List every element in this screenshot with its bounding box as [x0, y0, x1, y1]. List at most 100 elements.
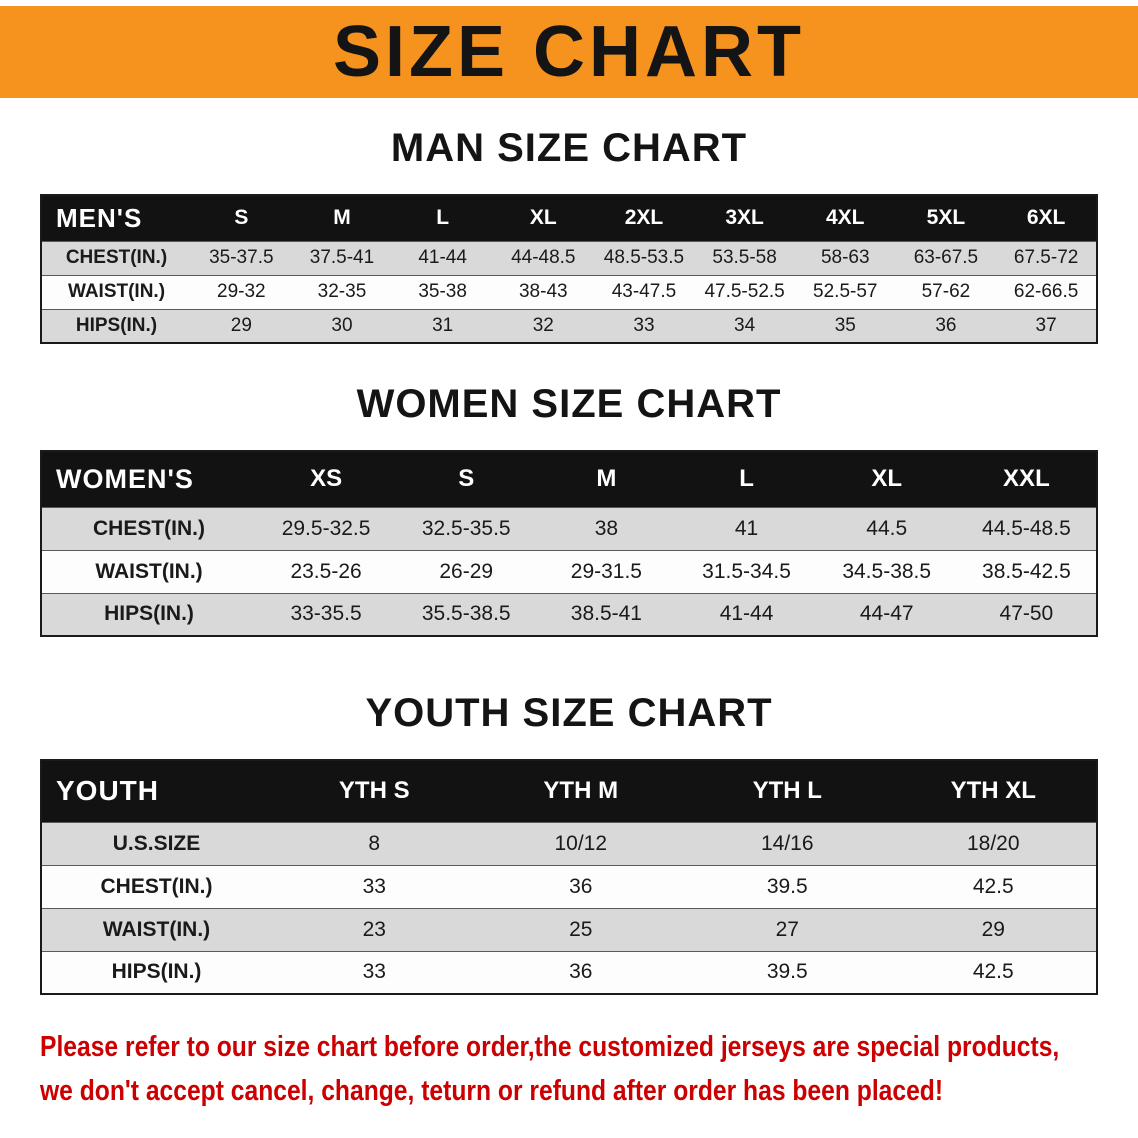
table-row: CHEST(IN.) 29.5-32.5 32.5-35.5 38 41 44.5 44.5… [41, 506, 1097, 550]
size-value-cell: 41-44 [676, 592, 817, 636]
size-value-cell: 29-31.5 [536, 549, 677, 593]
disclaimer: Please refer to our size chart before or… [40, 1025, 1138, 1113]
table-row: WAIST(IN.) 23 25 27 29 [41, 907, 1097, 951]
measurement-label-cell: CHEST(IN.) [41, 240, 191, 275]
size-value-cell: 38.5-42.5 [956, 549, 1097, 593]
table-row: WAIST(IN.) 23.5-26 26-29 29-31.5 31.5-34.5 34… [41, 549, 1097, 593]
table-title-cell: WOMEN'S [41, 451, 256, 507]
disclaimer-line: Please refer to our size chart before or… [40, 1031, 1060, 1063]
size-column-header: M [536, 451, 677, 507]
table-row: U.S.SIZE 8 10/12 14/16 18/20 [41, 821, 1097, 865]
size-value-cell: 36 [477, 950, 684, 994]
size-value-cell: 32-35 [291, 274, 393, 309]
table-header-row: YOUTH YTH S YTH M YTH L YTH XL [41, 760, 1097, 822]
women-size-table: WOMEN'S XS S M L XL XXL CHEST(IN.) 29.5-32.5 32.5… [40, 450, 1098, 637]
table-title-cell: YOUTH [41, 760, 271, 822]
size-value-cell: 48.5-53.5 [593, 240, 695, 275]
size-value-cell: 39.5 [684, 864, 891, 908]
section-men: MAN SIZE CHART MEN'S S M L XL 2XL 3XL 4XL 5XL 6XL… [0, 124, 1138, 344]
size-value-cell: 52.5-57 [794, 274, 896, 309]
size-value-cell: 33 [271, 864, 478, 908]
size-value-cell: 33 [271, 950, 478, 994]
size-value-cell: 42.5 [890, 950, 1097, 994]
size-value-cell: 36 [477, 864, 684, 908]
size-value-cell: 58-63 [794, 240, 896, 275]
section-heading-youth: YOUTH SIZE CHART [365, 691, 773, 735]
size-value-cell: 32 [492, 308, 594, 343]
size-column-header: 3XL [694, 195, 795, 241]
size-value-cell: 42.5 [890, 864, 1097, 908]
measurement-label-cell: WAIST(IN.) [41, 549, 256, 593]
size-value-cell: 27 [684, 907, 891, 951]
size-value-cell: 30 [291, 308, 393, 343]
size-column-header: XL [816, 451, 957, 507]
size-value-cell: 35 [794, 308, 896, 343]
measurement-label-cell: HIPS(IN.) [41, 308, 191, 343]
size-value-cell: 44.5 [816, 506, 957, 550]
size-value-cell: 34.5-38.5 [816, 549, 957, 593]
size-column-header: YTH L [684, 760, 891, 822]
table-row: HIPS(IN.) 33-35.5 35.5-38.5 38.5-41 41-44 44-… [41, 592, 1097, 636]
table-row: CHEST(IN.) 35-37.5 37.5-41 41-44 44-48.5 48.5… [41, 240, 1097, 275]
size-value-cell: 39.5 [684, 950, 891, 994]
size-value-cell: 29 [191, 308, 292, 343]
size-column-header: 2XL [593, 195, 695, 241]
size-value-cell: 8 [271, 821, 478, 865]
size-value-cell: 35-38 [392, 274, 493, 309]
measurement-label-cell: CHEST(IN.) [41, 506, 256, 550]
section-heading-men: MAN SIZE CHART [390, 126, 748, 170]
size-value-cell: 37 [996, 308, 1097, 343]
size-value-cell: 38.5-41 [536, 592, 677, 636]
size-value-cell: 43-47.5 [593, 274, 695, 309]
size-value-cell: 29-32 [191, 274, 292, 309]
size-value-cell: 37.5-41 [291, 240, 393, 275]
size-value-cell: 44.5-48.5 [956, 506, 1097, 550]
size-value-cell: 53.5-58 [694, 240, 795, 275]
size-value-cell: 18/20 [890, 821, 1097, 865]
size-column-header: S [191, 195, 292, 241]
size-value-cell: 62-66.5 [996, 274, 1097, 309]
size-column-header: L [392, 195, 493, 241]
size-column-header: 5XL [895, 195, 997, 241]
size-value-cell: 63-67.5 [895, 240, 997, 275]
size-column-header: 6XL [996, 195, 1097, 241]
size-value-cell: 47.5-52.5 [694, 274, 795, 309]
size-value-cell: 23.5-26 [256, 549, 397, 593]
size-value-cell: 41-44 [392, 240, 493, 275]
measurement-label-cell: U.S.SIZE [41, 821, 271, 865]
size-value-cell: 34 [694, 308, 795, 343]
size-value-cell: 29 [890, 907, 1097, 951]
size-value-cell: 35.5-38.5 [396, 592, 537, 636]
size-column-header: M [291, 195, 393, 241]
size-value-cell: 25 [477, 907, 684, 951]
section-youth: YOUTH SIZE CHART YOUTH YTH S YTH M YTH L YTH… [0, 689, 1138, 995]
size-value-cell: 10/12 [477, 821, 684, 865]
size-value-cell: 44-47 [816, 592, 957, 636]
size-column-header: 4XL [794, 195, 896, 241]
table-title-cell: MEN'S [41, 195, 191, 241]
size-value-cell: 44-48.5 [492, 240, 594, 275]
youth-size-table: YOUTH YTH S YTH M YTH L YTH XL U.S.SIZE 8 10/12… [40, 759, 1098, 995]
disclaimer-line: we don't accept cancel, change, teturn o… [40, 1075, 944, 1107]
table-row: CHEST(IN.) 33 36 39.5 42.5 [41, 864, 1097, 908]
size-value-cell: 41 [676, 506, 817, 550]
size-value-cell: 47-50 [956, 592, 1097, 636]
table-row: HIPS(IN.) 29 30 31 32 33 34 35 36 37 [41, 308, 1097, 343]
measurement-label-cell: HIPS(IN.) [41, 950, 271, 994]
size-value-cell: 38 [536, 506, 677, 550]
measurement-label-cell: WAIST(IN.) [41, 274, 191, 309]
size-value-cell: 33-35.5 [256, 592, 397, 636]
size-value-cell: 32.5-35.5 [396, 506, 537, 550]
size-column-header: L [676, 451, 817, 507]
size-value-cell: 26-29 [396, 549, 537, 593]
measurement-label-cell: HIPS(IN.) [41, 592, 256, 636]
size-column-header: XXL [956, 451, 1097, 507]
size-value-cell: 23 [271, 907, 478, 951]
size-column-header: XS [256, 451, 397, 507]
size-value-cell: 57-62 [895, 274, 997, 309]
size-column-header: YTH M [477, 760, 684, 822]
table-row: WAIST(IN.) 29-32 32-35 35-38 38-43 43-47.5 47.… [41, 274, 1097, 309]
size-value-cell: 67.5-72 [996, 240, 1097, 275]
size-column-header: YTH XL [890, 760, 1097, 822]
size-value-cell: 36 [895, 308, 997, 343]
